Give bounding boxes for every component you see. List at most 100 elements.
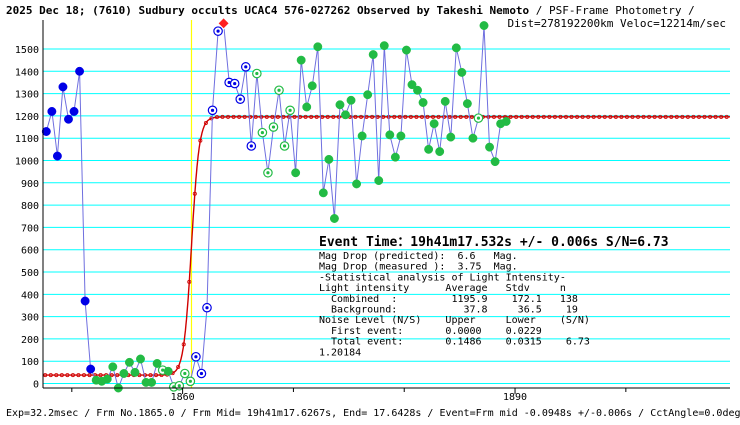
model-marker <box>613 114 618 119</box>
data-point-74 <box>451 43 461 53</box>
chart-title: 2025 Dec 18; (7610) Sudbury occults UCAC… <box>6 4 695 17</box>
data-point-68 <box>418 98 428 107</box>
chart-title-suffix: / PSF-Frame Photometry / <box>529 4 695 17</box>
model-marker <box>575 114 580 119</box>
y-tick-label-1300: 1300 <box>15 90 39 101</box>
model-marker <box>436 114 441 119</box>
model-marker <box>658 114 663 119</box>
model-marker <box>115 373 120 378</box>
model-marker <box>331 114 336 119</box>
info-line-4: Combined : 1195.9 172.1 138 <box>319 294 578 305</box>
data-point-19 <box>147 377 157 387</box>
data-point-37 <box>246 141 257 151</box>
data-point-7 <box>80 296 90 306</box>
data-point-22 <box>163 366 173 376</box>
model-marker <box>530 114 535 119</box>
data-point-29 <box>202 302 212 313</box>
info-line-2: -Statistical analysis of Light Intensity… <box>319 272 566 283</box>
model-marker <box>198 138 203 143</box>
data-point-39 <box>257 127 268 138</box>
data-point-5 <box>69 106 79 116</box>
data-point-26 <box>185 376 196 387</box>
model-marker <box>641 114 646 119</box>
model-marker <box>403 114 408 119</box>
data-point-81 <box>490 157 500 167</box>
data-point-27 <box>191 351 201 362</box>
data-point-34 <box>229 78 240 89</box>
model-marker <box>414 114 419 119</box>
chart-title-main: 2025 Dec 18; (7610) Sudbury occults UCAC… <box>6 4 530 17</box>
model-marker <box>76 373 81 378</box>
data-point-center <box>271 125 276 129</box>
model-marker <box>491 114 496 119</box>
data-point-69 <box>424 144 434 154</box>
model-marker <box>309 114 314 119</box>
info-line-9: 1.20184 <box>319 347 361 358</box>
y-tick-label-400: 400 <box>21 290 39 301</box>
model-marker <box>187 279 192 284</box>
data-point-49 <box>313 42 323 52</box>
model-marker <box>508 114 513 119</box>
data-point-8 <box>86 364 96 374</box>
data-point-2 <box>52 151 62 161</box>
gridlines <box>43 48 730 385</box>
data-point-center <box>260 131 264 135</box>
model-marker <box>674 114 679 119</box>
model-marker <box>713 114 718 119</box>
data-point-79 <box>479 21 489 31</box>
model-marker <box>154 373 159 378</box>
model-marker <box>702 114 707 119</box>
data-point-60 <box>374 176 384 186</box>
model-marker <box>419 114 424 119</box>
data-point-59 <box>368 50 378 60</box>
data-point-center <box>183 371 187 376</box>
model-marker <box>691 114 696 119</box>
model-marker <box>264 114 269 119</box>
model-marker <box>70 373 75 378</box>
data-point-57 <box>357 131 367 141</box>
model-marker <box>397 114 402 119</box>
data-point-46 <box>296 55 306 65</box>
data-point-center <box>194 355 198 359</box>
model-marker <box>719 114 724 119</box>
model-marker <box>608 114 613 119</box>
data-point-center <box>238 97 242 101</box>
data-point-41 <box>268 122 279 132</box>
model-marker <box>469 114 474 119</box>
data-point-54 <box>341 110 350 120</box>
data-point-80 <box>485 142 494 152</box>
y-tick-label-900: 900 <box>21 179 39 190</box>
info-line-3: Light intensity Average Stdv n <box>319 283 566 294</box>
model-marker <box>242 114 247 119</box>
y-tick-label-700: 700 <box>21 223 39 234</box>
model-marker <box>569 114 574 119</box>
model-marker <box>81 373 86 378</box>
info-line-5: Background: 37.8 36.5 19 <box>319 305 578 316</box>
model-marker <box>270 114 275 119</box>
y-tick-label-300: 300 <box>21 313 39 324</box>
model-marker <box>652 114 657 119</box>
model-marker <box>425 114 430 119</box>
data-point-61 <box>379 41 389 51</box>
data-point-63 <box>390 152 400 162</box>
data-point-64 <box>396 131 406 141</box>
data-point-66 <box>407 80 417 90</box>
model-marker <box>519 114 524 119</box>
data-point-center <box>233 81 237 86</box>
y-tick-label-1000: 1000 <box>15 157 39 168</box>
data-point-43 <box>279 141 290 151</box>
model-marker <box>602 114 607 119</box>
data-point-center <box>244 65 248 69</box>
event-time-text: Event Time：19h41m17.532s +/- 0.006s S/N=… <box>319 235 669 250</box>
y-tick-label-0: 0 <box>33 380 39 391</box>
data-point-71 <box>435 147 445 157</box>
model-marker <box>220 114 225 119</box>
model-marker <box>248 114 253 119</box>
model-marker <box>547 114 552 119</box>
y-tick-label-600: 600 <box>21 246 39 257</box>
data-point-58 <box>363 90 373 100</box>
data-point-1 <box>47 106 57 116</box>
model-marker <box>669 114 674 119</box>
x-tick-label-1860: 1860 <box>171 392 195 403</box>
model-marker <box>148 373 153 378</box>
